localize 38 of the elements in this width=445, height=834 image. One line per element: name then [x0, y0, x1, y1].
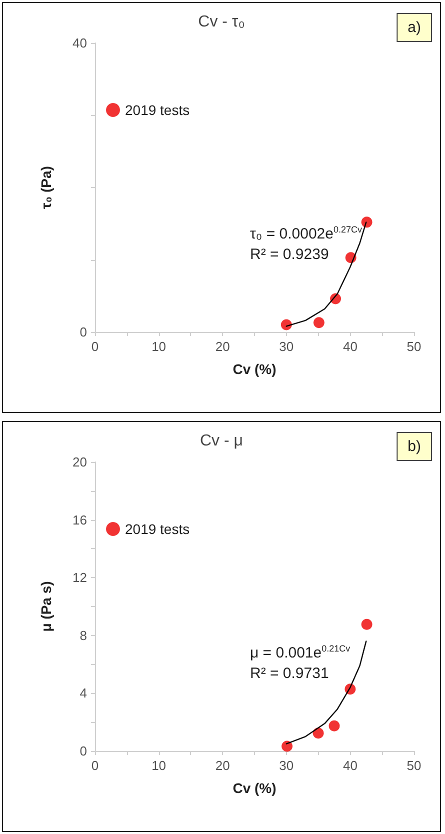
x-axis-title: Cv (%)	[232, 780, 276, 796]
x-tick-label: 0	[91, 758, 99, 773]
x-tick-label: 20	[215, 339, 230, 354]
y-tick-label: 4	[80, 686, 87, 701]
point	[328, 720, 340, 732]
chart-title: Cv - μ	[200, 432, 243, 450]
x-tick-label: 50	[406, 339, 422, 354]
y-tick-label: 0	[80, 324, 87, 340]
y-tick-label: 20	[72, 454, 87, 470]
x-tick-label: 0	[91, 339, 99, 354]
y-tick-label: 40	[72, 36, 87, 50]
y-axis-title: τ₀ (Pa)	[38, 166, 54, 209]
x-tick-label: 40	[342, 339, 358, 354]
x-axis-title: Cv (%)	[232, 361, 276, 377]
legend-label: 2019 tests	[125, 521, 190, 537]
x-tick-label: 30	[279, 758, 294, 773]
y-tick-label: 0	[80, 744, 87, 758]
y-tick-label: 8	[80, 628, 87, 643]
x-tick-label: 20	[215, 758, 230, 773]
chart-title: Cv - τ₀	[198, 14, 245, 30]
text: b)	[408, 438, 422, 455]
y-axis-title: μ (Pa s)	[38, 581, 54, 632]
point	[361, 618, 372, 630]
x-tick-label: 30	[279, 339, 294, 354]
x-tick-label: 50	[406, 758, 422, 773]
y-tick-label: 12	[72, 570, 87, 586]
text: a)	[408, 19, 422, 36]
point	[282, 740, 293, 752]
annotation: R² = 0.9239	[250, 246, 329, 263]
x-tick-label: 10	[152, 339, 166, 354]
y-tick-label: 16	[72, 512, 87, 528]
point	[361, 216, 372, 228]
x-tick-label: 10	[152, 758, 166, 773]
annotation: R² = 0.9731	[250, 665, 329, 682]
x-tick-label: 40	[342, 758, 358, 773]
point	[280, 319, 292, 330]
legend-label: 2019 tests	[125, 102, 190, 118]
point	[313, 317, 324, 328]
